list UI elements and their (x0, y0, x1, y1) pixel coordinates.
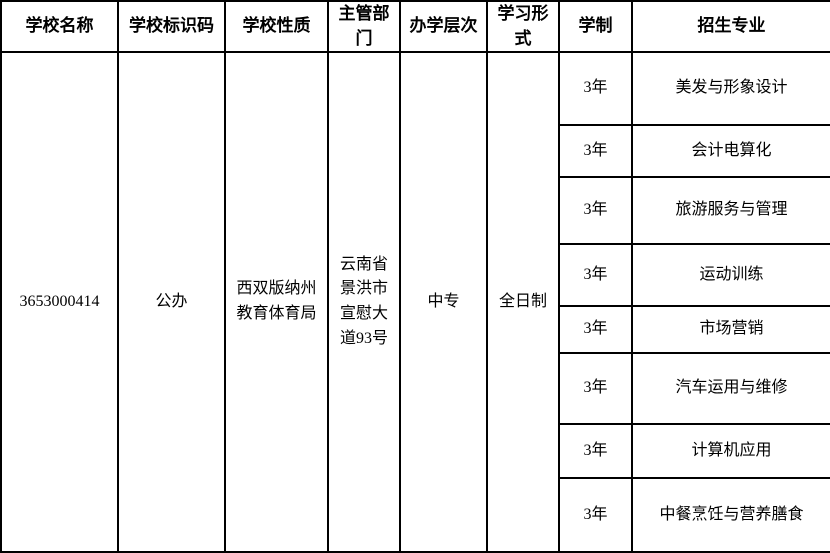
school-type-cell: 西双版纳州教育体育局 (224, 51, 329, 553)
program-row: 3年 运动训练 (1, 243, 830, 308)
col-header-school-code: 学校标识码 (117, 0, 226, 54)
col-header-department: 主管部门 (327, 0, 401, 54)
major-cell: 运动训练 (631, 243, 830, 308)
major-cell: 中餐烹饪与营养膳食 (631, 477, 830, 553)
col-header-duration: 学制 (558, 0, 633, 54)
program-row: 3年 会计电算化 (1, 124, 830, 179)
program-row: 3年 市场营销 (1, 305, 830, 355)
program-row: 3年 汽车运用与维修 (1, 352, 830, 426)
study-form-cell: 全日制 (486, 51, 560, 553)
duration-cell: 3年 (558, 243, 633, 308)
col-header-study-form: 学习形式 (486, 0, 560, 54)
duration-cell: 3年 (558, 176, 633, 246)
program-row: 3年 计算机应用 (1, 423, 830, 480)
duration-cell: 3年 (558, 477, 633, 553)
program-row: 3653000414 公办 西双版纳州教育体育局 云南省景洪市宣慰大道93号 中… (0, 51, 830, 553)
major-cell: 会计电算化 (631, 124, 830, 179)
duration-cell: 3年 (558, 423, 633, 480)
school-name-cell: 3653000414 (0, 51, 119, 553)
col-header-majors: 招生专业 (631, 0, 830, 54)
education-level-cell: 中专 (399, 51, 488, 553)
major-cell: 美发与形象设计 (631, 51, 830, 127)
duration-cell: 3年 (558, 51, 633, 127)
col-header-school-name: 学校名称 (0, 0, 119, 54)
header-row: 学校名称 学校标识码 学校性质 主管部门 办学层次 学习形式 学制 招生专业 (0, 0, 830, 54)
col-header-school-type: 学校性质 (224, 0, 329, 54)
major-cell: 汽车运用与维修 (631, 352, 830, 426)
duration-cell: 3年 (558, 352, 633, 426)
school-code-cell: 公办 (117, 51, 226, 553)
duration-cell: 3年 (558, 305, 633, 355)
major-cell: 旅游服务与管理 (631, 176, 830, 246)
program-row: 3年 中餐烹饪与营养膳食 (1, 477, 830, 553)
major-cell: 市场营销 (631, 305, 830, 355)
col-header-education-level: 办学层次 (399, 0, 488, 54)
program-row: 3年 旅游服务与管理 (1, 176, 830, 246)
duration-cell: 3年 (558, 124, 633, 179)
department-cell: 云南省景洪市宣慰大道93号 (327, 51, 401, 553)
major-cell: 计算机应用 (631, 423, 830, 480)
